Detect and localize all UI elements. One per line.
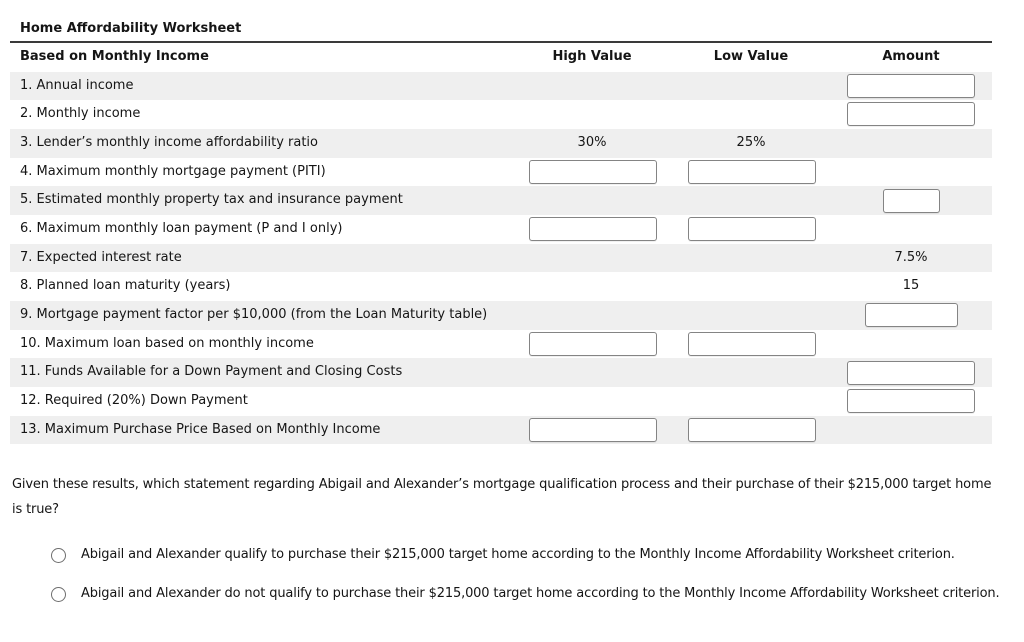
input-required-down-payment-amount[interactable] <box>847 389 975 414</box>
radio-option-2[interactable] <box>51 586 66 602</box>
worksheet-row-monthly-income: 2. Monthly income <box>10 100 992 129</box>
row-label-annual-income: 1. Annual income <box>20 77 134 93</box>
row-label-interest-rate: 7. Expected interest rate <box>20 249 182 265</box>
row-label-payment-factor: 9. Mortgage payment factor per $10,000 (… <box>20 307 488 322</box>
worksheet-row-funds-available: 11. Funds Available for a Down Payment a… <box>10 358 992 388</box>
answer-option-1: Abigail and Alexander qualify to purchas… <box>51 542 1016 567</box>
row-label-max-loan: 10. Maximum loan based on monthly income <box>20 335 314 351</box>
input-max-pi-payment-high[interactable] <box>529 217 657 242</box>
worksheet-row-max-purchase-price: 13. Maximum Purchase Price Based on Mont… <box>10 415 992 445</box>
input-tax-insurance-payment-amount[interactable] <box>883 188 940 213</box>
row-label-required-down-payment: 12. Required (20%) Down Payment <box>20 393 248 409</box>
input-payment-factor-amount[interactable] <box>865 303 958 328</box>
header-high-value: High Value <box>552 49 632 64</box>
input-max-loan-low[interactable] <box>688 331 816 356</box>
answer-option-2: Abigail and Alexander do not qualify to … <box>51 581 1016 606</box>
row-label-max-pi-payment: 6. Maximum monthly loan payment (P and I… <box>20 220 343 236</box>
worksheet-row-interest-rate: 7. Expected interest rate 7.5% <box>10 243 992 273</box>
input-max-loan-high[interactable] <box>529 331 657 356</box>
worksheet-row-affordability-ratio: 3. Lender’s monthly income affordability… <box>10 128 992 158</box>
worksheet-header-row: Based on Monthly Income High Value Low V… <box>10 43 992 72</box>
value-affordability-ratio-low: 25% <box>736 134 766 150</box>
worksheet-row-required-down-payment: 12. Required (20%) Down Payment <box>10 387 992 416</box>
header-based-on-monthly-income: Based on Monthly Income <box>20 49 209 64</box>
worksheet-row-max-loan: 10. Maximum loan based on monthly income <box>10 330 992 359</box>
header-low-value: Low Value <box>713 49 789 64</box>
row-label-monthly-income: 2. Monthly income <box>20 106 141 122</box>
input-max-piti-payment-low[interactable] <box>688 159 816 184</box>
input-annual-income-amount[interactable] <box>847 73 975 98</box>
value-interest-rate-amount: 7.5% <box>894 249 928 265</box>
row-label-funds-available: 11. Funds Available for a Down Payment a… <box>20 364 403 380</box>
worksheet-row-loan-maturity: 8. Planned loan maturity (years) 15 <box>10 272 992 301</box>
value-loan-maturity-amount: 15 <box>902 278 920 294</box>
row-label-max-purchase-price: 13. Maximum Purchase Price Based on Mont… <box>20 421 381 437</box>
title-divider <box>10 41 992 43</box>
worksheet-row-max-piti-payment: 4. Maximum monthly mortgage payment (PIT… <box>10 158 992 187</box>
option-1-label[interactable]: Abigail and Alexander qualify to purchas… <box>81 547 955 562</box>
worksheet-row-payment-factor: 9. Mortgage payment factor per $10,000 (… <box>10 301 992 330</box>
worksheet-rows: 1. Annual income 2. Monthly income 3. Lend… <box>10 71 992 445</box>
question-text: Given these results, which statement reg… <box>12 477 992 517</box>
input-max-purchase-price-low[interactable] <box>688 418 816 443</box>
header-amount: Amount <box>882 49 940 64</box>
row-label-loan-maturity: 8. Planned loan maturity (years) <box>20 278 231 294</box>
worksheet-row-max-pi-payment: 6. Maximum monthly loan payment (P and I… <box>10 215 992 244</box>
worksheet-row-annual-income: 1. Annual income <box>10 71 992 101</box>
row-label-affordability-ratio: 3. Lender’s monthly income affordability… <box>20 134 318 150</box>
input-max-purchase-price-high[interactable] <box>529 418 657 443</box>
input-max-piti-payment-high[interactable] <box>529 159 657 184</box>
radio-option-1[interactable] <box>51 547 66 563</box>
input-monthly-income-amount[interactable] <box>847 102 975 127</box>
row-label-max-piti-payment: 4. Maximum monthly mortgage payment (PIT… <box>20 163 326 179</box>
input-funds-available-amount[interactable] <box>847 360 975 385</box>
option-2-label[interactable]: Abigail and Alexander do not qualify to … <box>81 586 1000 601</box>
value-affordability-ratio-high: 30% <box>577 134 607 150</box>
input-max-pi-payment-low[interactable] <box>688 217 816 242</box>
worksheet-title: Home Affordability Worksheet <box>20 21 242 36</box>
worksheet-row-tax-insurance-payment: 5. Estimated monthly property tax and in… <box>10 186 992 215</box>
row-label-tax-insurance-payment: 5. Estimated monthly property tax and in… <box>20 192 403 208</box>
